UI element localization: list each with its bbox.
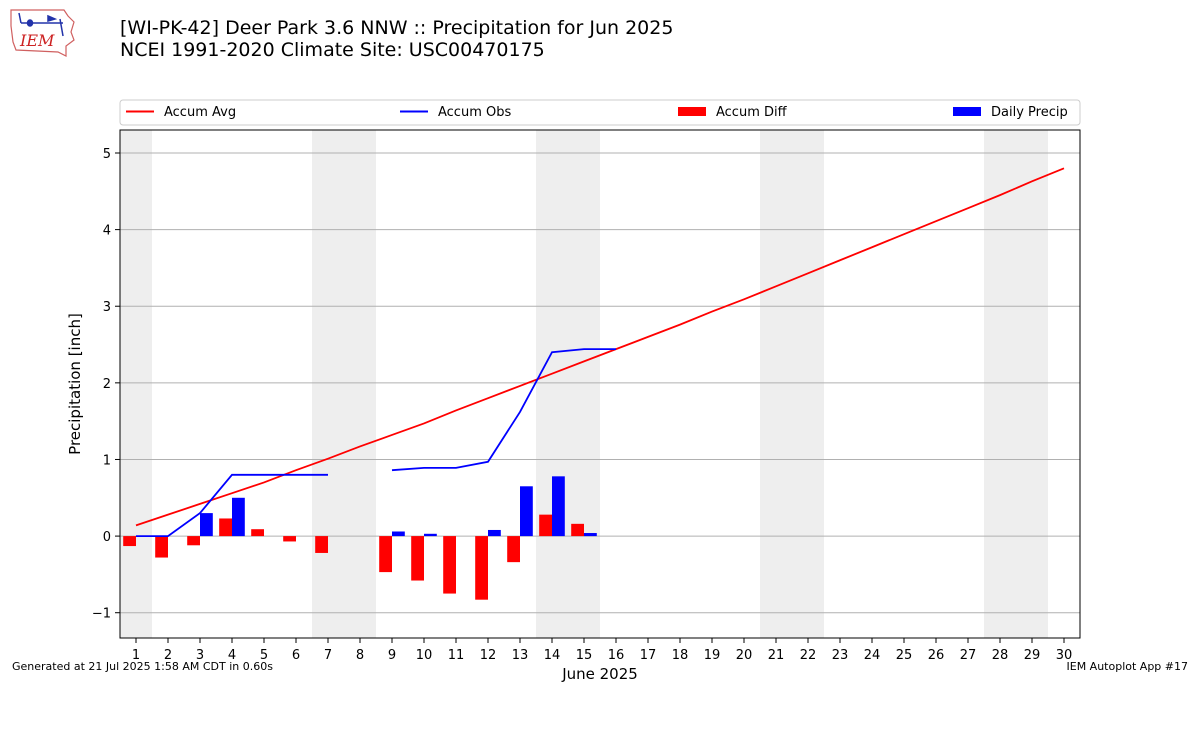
x-tick-label: 25 <box>896 648 913 663</box>
accum-diff-bar <box>123 536 136 547</box>
y-tick-label: 3 <box>103 300 111 315</box>
weekend-band <box>1016 130 1048 638</box>
weekend-band <box>792 130 824 638</box>
daily-precip-bar <box>200 513 213 537</box>
iem-logo: IEM <box>10 9 75 57</box>
accum-diff-bar <box>283 536 296 542</box>
accum-diff-bar <box>315 536 328 553</box>
x-tick-label: 28 <box>992 648 1009 663</box>
weekend-band <box>312 130 344 638</box>
daily-precip-bar <box>520 486 533 537</box>
x-tick-label: 18 <box>672 648 689 663</box>
daily-precip-bar <box>232 497 245 537</box>
legend-frame <box>119 99 1081 126</box>
accum-diff-bar <box>443 536 456 594</box>
accum-diff-bar <box>187 536 200 546</box>
y-tick-label: −1 <box>92 607 111 622</box>
weekend-band <box>568 130 600 638</box>
legend-label: Accum Avg <box>164 105 236 120</box>
x-tick-label: 20 <box>736 648 753 663</box>
x-tick-label: 16 <box>608 648 625 663</box>
daily-precip-bar <box>424 533 437 537</box>
chart-subtitle: NCEI 1991-2020 Climate Site: USC00470175 <box>120 39 545 61</box>
x-tick-label: 10 <box>416 648 433 663</box>
accum-avg-line <box>135 167 1065 527</box>
footer-app: IEM Autoplot App #17 <box>1066 660 1189 673</box>
x-tick-label: 8 <box>356 648 364 663</box>
legend-swatch <box>678 107 706 116</box>
weekend-band <box>536 130 568 638</box>
x-tick-label: 11 <box>448 648 465 663</box>
y-tick-label: 1 <box>103 453 111 468</box>
x-tick-label: 24 <box>864 648 881 663</box>
x-tick-label: 23 <box>832 648 849 663</box>
y-tick-label: 2 <box>103 377 111 392</box>
x-tick-label: 13 <box>512 648 529 663</box>
x-tick-label: 17 <box>640 648 657 663</box>
x-tick-label: 22 <box>800 648 817 663</box>
y-tick-label: 5 <box>103 147 111 162</box>
weekend-band <box>120 130 152 638</box>
iowa-outline-icon <box>10 9 75 57</box>
legend-label: Accum Obs <box>438 105 511 120</box>
logo-text: IEM <box>19 31 55 50</box>
accum-diff-bar <box>155 536 168 558</box>
accum-obs-line <box>391 348 616 472</box>
accum-diff-bar <box>219 518 232 537</box>
x-tick-label: 29 <box>1024 648 1041 663</box>
x-tick-label: 12 <box>480 648 497 663</box>
weekend-band <box>344 130 376 638</box>
weekend-band <box>984 130 1016 638</box>
x-tick-label: 7 <box>324 648 332 663</box>
accum-diff-bar <box>571 523 584 537</box>
y-tick-label: 0 <box>103 530 111 545</box>
weekend-band <box>760 130 792 638</box>
legend-label: Accum Diff <box>716 105 788 120</box>
legend-swatch <box>953 107 981 116</box>
legend-label: Daily Precip <box>991 105 1068 120</box>
x-axis-label: June 2025 <box>561 665 638 683</box>
daily-precip-bar <box>552 476 565 537</box>
accum-diff-bar <box>539 514 552 537</box>
daily-precip-bar <box>584 533 597 537</box>
weather-station-icon <box>18 12 64 37</box>
accum-diff-bar <box>475 536 488 600</box>
x-tick-label: 9 <box>388 648 396 663</box>
accum-diff-bar <box>379 536 392 573</box>
accum-diff-bar <box>251 529 264 537</box>
accum-diff-bar <box>411 536 424 581</box>
x-tick-label: 14 <box>544 648 561 663</box>
y-axis-label: Precipitation [inch] <box>66 313 84 455</box>
daily-precip-bar <box>488 529 501 537</box>
accum-obs-line <box>136 473 328 537</box>
chart-title: [WI-PK-42] Deer Park 3.6 NNW :: Precipit… <box>120 17 674 39</box>
legend: Accum Avg Accum Obs Accum Diff Daily Precip <box>119 99 1081 126</box>
x-tick-label: 19 <box>704 648 721 663</box>
x-tick-label: 15 <box>576 648 593 663</box>
accum-diff-bar <box>507 536 520 563</box>
x-tick-label: 21 <box>768 648 785 663</box>
x-tick-label: 26 <box>928 648 945 663</box>
footer-generated: Generated at 21 Jul 2025 1:58 AM CDT in … <box>12 660 273 673</box>
x-tick-label: 27 <box>960 648 977 663</box>
daily-precip-bar <box>392 531 405 537</box>
y-tick-label: 4 <box>103 224 111 239</box>
x-tick-label: 6 <box>292 648 300 663</box>
plot-frame <box>119 129 1081 639</box>
